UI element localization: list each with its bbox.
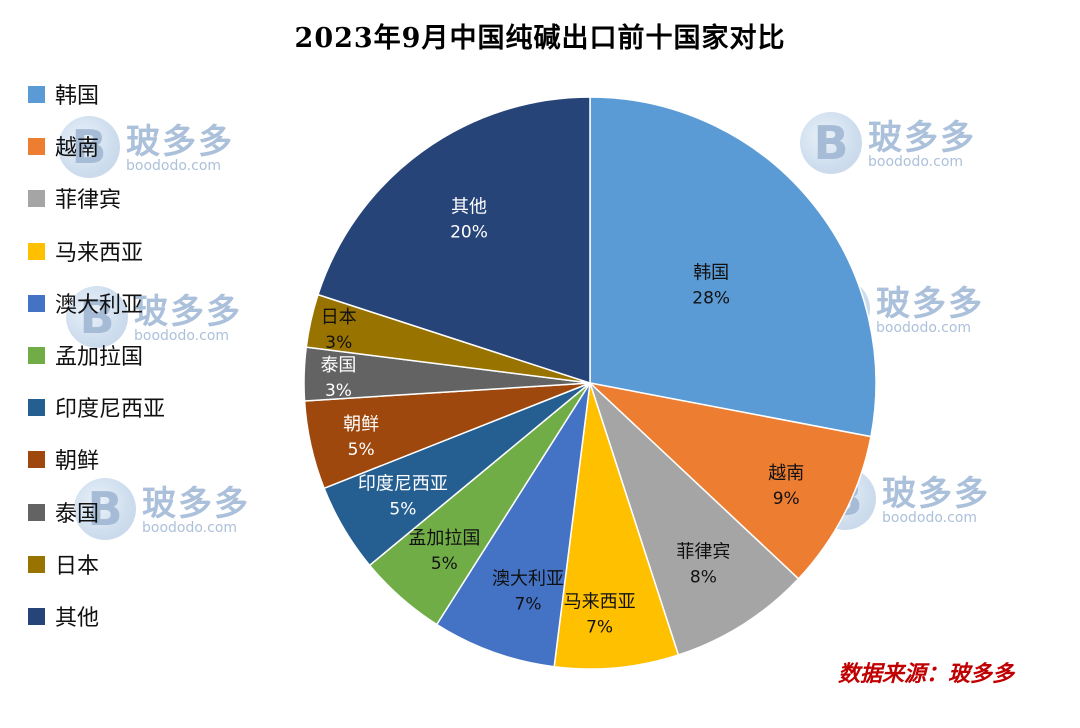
pie-slice (435, 382, 591, 668)
legend-label: 其他 (55, 606, 100, 631)
legend-label: 泰国 (55, 501, 100, 527)
pie-slice (589, 382, 800, 656)
legend-label: 朝鲜 (55, 449, 100, 475)
legend-swatch (28, 608, 45, 625)
pie-slice (589, 96, 877, 438)
legend-swatch (28, 451, 45, 469)
legend-label: 韩国 (55, 84, 100, 109)
slice-label: 马来西亚 (564, 592, 636, 613)
slice-label: 印度尼西亚 (358, 474, 448, 495)
pie-slice (587, 381, 872, 580)
legend-label: 孟加拉国 (55, 345, 144, 370)
legend-swatch (28, 294, 45, 312)
legend-label: 越南 (55, 136, 100, 162)
slice-label: 澳大利亚 (492, 568, 564, 589)
slice-value: 7% (515, 594, 542, 614)
slice-value: 5% (431, 554, 458, 574)
slice-label: 菲律宾 (676, 542, 730, 563)
slice-value: 3% (325, 381, 352, 401)
slice-value: 5% (348, 440, 375, 460)
slice-label: 韩国 (693, 263, 729, 284)
slice-value: 28% (692, 289, 730, 309)
slice-value: 7% (586, 618, 613, 638)
legend-swatch (28, 503, 45, 521)
legend-swatch (28, 399, 45, 417)
slice-label: 泰国 (320, 355, 356, 376)
slice-value: 5% (389, 500, 416, 520)
slice-label: 越南 (768, 463, 804, 484)
legend-swatch (28, 86, 45, 103)
slice-label: 孟加拉国 (408, 528, 480, 549)
data-source: 数据来源：玻多多 (838, 661, 1015, 687)
slice-value: 9% (773, 489, 800, 509)
slice-value: 20% (450, 222, 488, 242)
legend-label: 印度尼西亚 (55, 397, 166, 423)
slice-label: 其他 (451, 196, 487, 217)
legend-swatch (28, 190, 45, 208)
chart-title: 2023年9月中国纯碱出口前十国家对比 (294, 23, 786, 54)
legend-swatch (28, 138, 45, 156)
legend-label: 菲律宾 (55, 188, 122, 214)
legend-label: 日本 (55, 553, 100, 579)
slice-value: 8% (690, 568, 717, 588)
legend-swatch (28, 347, 45, 364)
slice-label: 朝鲜 (343, 414, 379, 435)
legend-label: 澳大利亚 (55, 292, 144, 318)
pie-slice (553, 382, 680, 670)
pie-slice (317, 96, 591, 385)
slice-value: 3% (325, 333, 352, 353)
slice-label: 日本 (321, 307, 357, 328)
legend-swatch (28, 242, 45, 260)
legend-label: 马来西亚 (55, 240, 144, 266)
legend-swatch (28, 555, 45, 573)
